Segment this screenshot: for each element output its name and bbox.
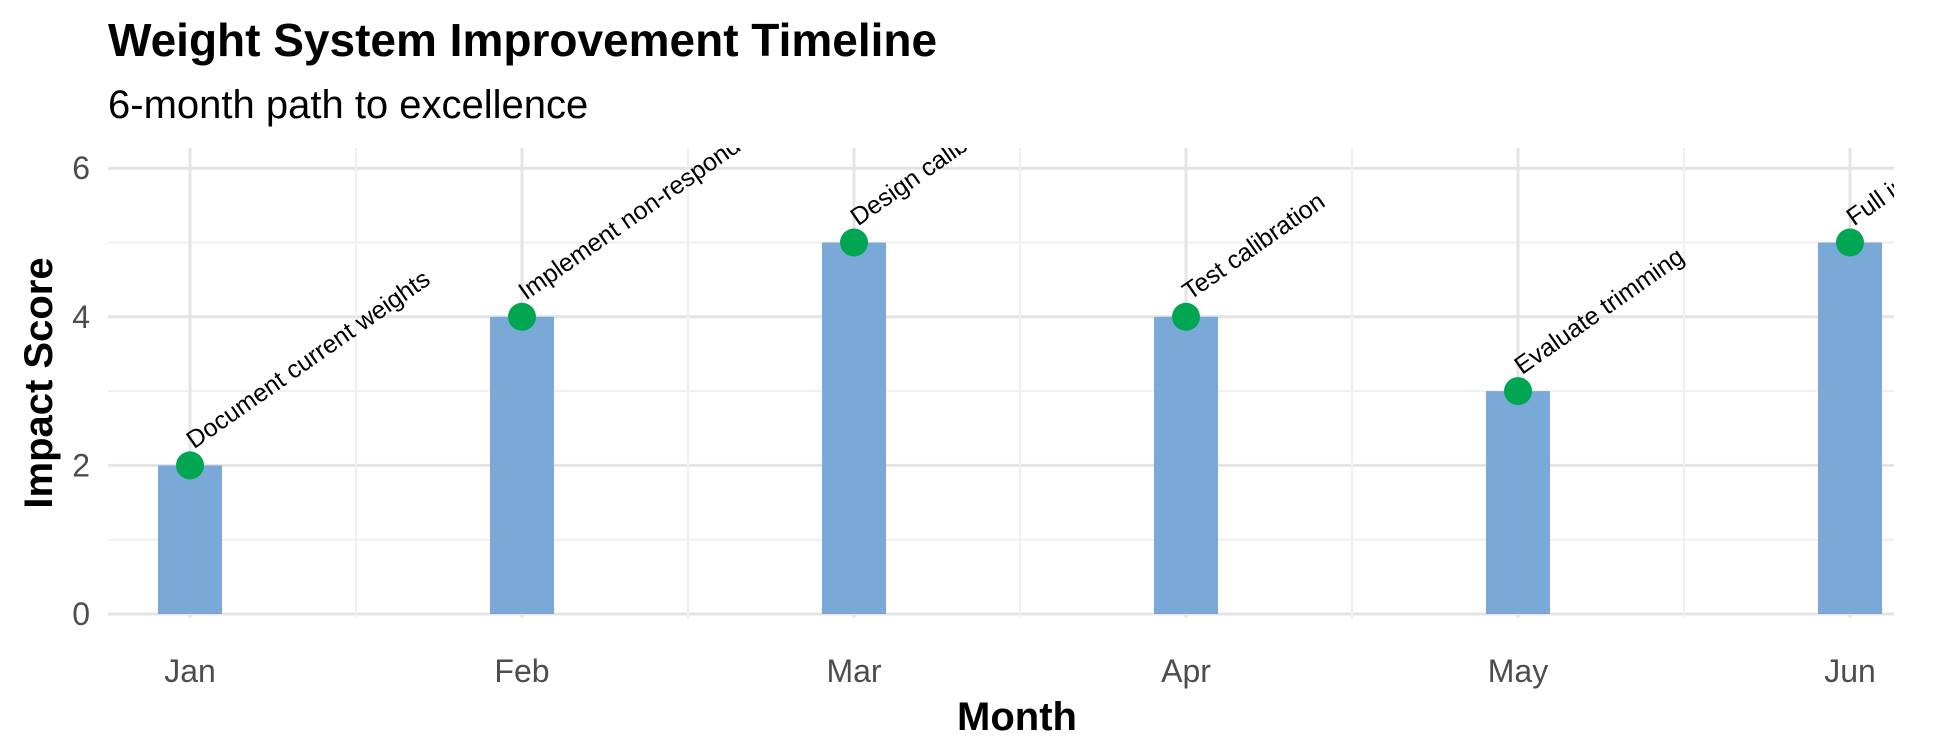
bar-mar bbox=[822, 242, 886, 614]
x-tick-label-mar: Mar bbox=[826, 653, 881, 689]
bar-jun bbox=[1818, 242, 1882, 614]
point-jan bbox=[176, 451, 204, 480]
point-feb bbox=[508, 302, 536, 331]
x-tick-label-apr: Apr bbox=[1161, 653, 1211, 689]
point-jun bbox=[1836, 228, 1864, 257]
bar-jan bbox=[158, 465, 222, 614]
point-label-mar: Design calibration bbox=[845, 94, 1024, 231]
y-axis-ticks: 0 2 4 6 bbox=[72, 150, 90, 632]
x-tick-label-may: May bbox=[1488, 653, 1548, 689]
point-label-apr: Test calibration bbox=[1177, 187, 1330, 306]
point-label-jan: Document current weights bbox=[181, 265, 435, 455]
x-tick-label-jan: Jan bbox=[164, 653, 216, 689]
x-axis-ticks: Jan Feb Mar Apr May Jun bbox=[164, 653, 1876, 689]
grid-layer bbox=[108, 148, 1894, 618]
point-label-may: Evaluate trimming bbox=[1509, 242, 1689, 380]
point-may bbox=[1504, 377, 1532, 406]
y-tick-label: 4 bbox=[72, 299, 90, 335]
chart-title: Weight System Improvement Timeline bbox=[108, 14, 937, 66]
bar-may bbox=[1486, 391, 1550, 614]
x-tick-label-jun: Jun bbox=[1824, 653, 1876, 689]
x-axis-title: Month bbox=[957, 695, 1077, 739]
y-tick-label: 2 bbox=[72, 447, 90, 483]
y-axis-title: Impact Score bbox=[17, 257, 61, 508]
y-tick-label: 6 bbox=[72, 150, 90, 186]
x-tick-label-feb: Feb bbox=[494, 653, 549, 689]
point-label-jun: Full implementation bbox=[1841, 84, 1944, 231]
point-mar bbox=[840, 228, 868, 257]
bar-apr bbox=[1154, 316, 1218, 614]
points-layer bbox=[176, 228, 1864, 480]
chart-subtitle: 6-month path to excellence bbox=[108, 83, 588, 127]
point-apr bbox=[1172, 302, 1200, 331]
bars-layer bbox=[158, 242, 1882, 614]
bar-feb bbox=[490, 316, 554, 614]
y-tick-label: 0 bbox=[72, 596, 90, 632]
